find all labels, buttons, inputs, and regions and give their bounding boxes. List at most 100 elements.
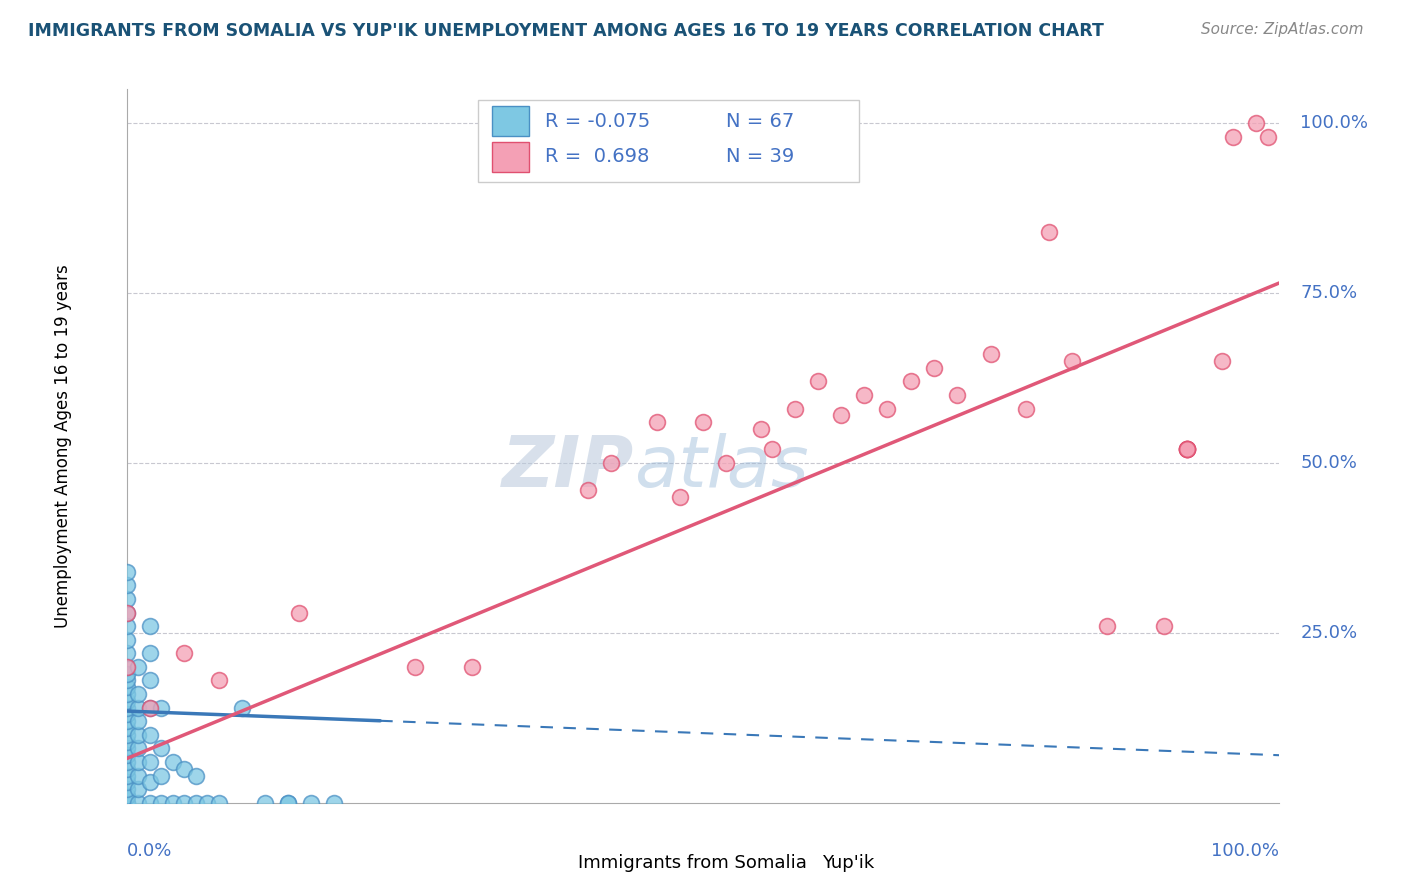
Point (1175, 442, 1198, 457)
Point (1246, 116, 1268, 130)
Text: N = 39: N = 39 (725, 147, 794, 167)
Point (115, 741, 138, 756)
Text: 50.0%: 50.0% (1301, 454, 1357, 472)
Text: Source: ZipAtlas.com: Source: ZipAtlas.com (1201, 22, 1364, 37)
Point (1222, 129, 1244, 144)
Point (115, 748, 138, 763)
Point (115, 687, 138, 701)
Bar (492, 106, 529, 136)
Bar (492, 142, 529, 172)
Point (138, 728, 160, 742)
Point (669, 490, 692, 504)
Point (115, 721, 138, 735)
Point (184, 769, 207, 783)
Point (115, 660, 138, 674)
Point (980, 347, 1002, 361)
Point (1038, 225, 1060, 239)
Point (115, 619, 138, 633)
Point (208, 673, 231, 688)
Point (127, 755, 149, 769)
Point (1153, 619, 1175, 633)
Point (1257, 129, 1279, 144)
Text: N = 67: N = 67 (725, 112, 794, 131)
Point (127, 769, 149, 783)
Point (115, 606, 138, 620)
Point (692, 415, 714, 429)
Point (115, 646, 138, 660)
Point (115, 796, 138, 810)
Text: 100.0%: 100.0% (1301, 114, 1368, 132)
Point (599, 456, 621, 470)
Point (150, 769, 173, 783)
Point (127, 660, 149, 674)
Point (115, 632, 138, 647)
Point (807, 375, 830, 389)
Point (1060, 354, 1083, 368)
Point (138, 673, 160, 688)
Point (115, 694, 138, 708)
Point (115, 666, 138, 681)
Point (138, 646, 160, 660)
Point (115, 714, 138, 729)
Point (138, 775, 160, 789)
Point (115, 565, 138, 579)
Text: 100.0%: 100.0% (1212, 842, 1279, 860)
Point (277, 796, 299, 810)
Point (127, 782, 149, 797)
Point (138, 755, 160, 769)
Point (173, 762, 195, 776)
Text: 0.0%: 0.0% (127, 842, 172, 860)
Point (231, 700, 253, 714)
Point (115, 673, 138, 688)
Point (127, 796, 149, 810)
Point (1175, 442, 1198, 457)
Point (115, 680, 138, 694)
Point (150, 700, 173, 714)
Point (138, 796, 160, 810)
Text: ZIP: ZIP (502, 433, 634, 502)
Point (184, 796, 207, 810)
Text: R =  0.698: R = 0.698 (546, 147, 650, 167)
Point (785, 401, 807, 416)
Point (162, 755, 184, 769)
Text: 25.0%: 25.0% (1301, 624, 1357, 642)
Point (945, 388, 967, 402)
Point (115, 591, 138, 606)
Text: IMMIGRANTS FROM SOMALIA VS YUP'IK UNEMPLOYMENT AMONG AGES 16 TO 19 YEARS CORRELA: IMMIGRANTS FROM SOMALIA VS YUP'IK UNEMPL… (28, 22, 1104, 40)
Point (761, 442, 783, 457)
Point (1015, 401, 1038, 416)
Text: atlas: atlas (634, 433, 808, 502)
Point (115, 775, 138, 789)
Point (115, 762, 138, 776)
Point (461, 660, 484, 674)
Point (138, 619, 160, 633)
Point (115, 782, 138, 797)
Point (1211, 354, 1233, 368)
Text: 75.0%: 75.0% (1301, 284, 1357, 302)
Point (115, 796, 138, 810)
Text: Immigrants from Somalia: Immigrants from Somalia (578, 855, 807, 872)
Point (127, 714, 149, 729)
Point (115, 769, 138, 783)
Point (404, 660, 426, 674)
Point (127, 687, 149, 701)
Text: R = -0.075: R = -0.075 (546, 112, 651, 131)
Bar (536, 847, 568, 880)
Point (138, 700, 160, 714)
Point (173, 796, 195, 810)
Point (1095, 619, 1118, 633)
Point (115, 707, 138, 722)
Point (253, 796, 276, 810)
Point (1175, 442, 1198, 457)
Point (645, 415, 668, 429)
Point (323, 796, 346, 810)
Point (922, 360, 945, 375)
Bar (778, 847, 810, 880)
Point (115, 700, 138, 714)
Point (195, 796, 218, 810)
Point (1175, 442, 1198, 457)
Point (115, 789, 138, 803)
Point (115, 660, 138, 674)
Point (208, 796, 231, 810)
Point (1175, 442, 1198, 457)
